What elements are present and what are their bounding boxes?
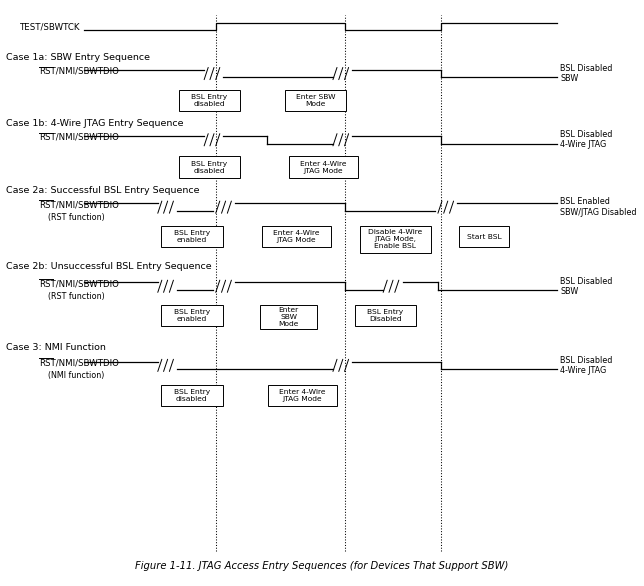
FancyBboxPatch shape xyxy=(268,385,337,406)
FancyBboxPatch shape xyxy=(285,90,346,111)
Text: BSL Disabled
4-Wire JTAG: BSL Disabled 4-Wire JTAG xyxy=(560,356,612,375)
FancyBboxPatch shape xyxy=(178,156,240,178)
Text: Disable 4-Wire
JTAG Mode,
Enable BSL: Disable 4-Wire JTAG Mode, Enable BSL xyxy=(368,229,422,249)
Text: (NMI function): (NMI function) xyxy=(48,372,105,380)
Text: Start BSL: Start BSL xyxy=(467,234,502,240)
Text: Enter 4-Wire
JTAG Mode: Enter 4-Wire JTAG Mode xyxy=(279,389,326,402)
Text: BSL Entry
disabled: BSL Entry disabled xyxy=(191,94,227,107)
Text: RST/NMI/SBWTDIO: RST/NMI/SBWTDIO xyxy=(39,133,118,142)
Text: BSL Entry
enabled: BSL Entry enabled xyxy=(174,309,210,322)
Text: BSL Enabled
SBW/JTAG Disabled: BSL Enabled SBW/JTAG Disabled xyxy=(560,197,637,217)
Text: Enter
SBW
Mode: Enter SBW Mode xyxy=(278,307,299,327)
Text: BSL Entry
disabled: BSL Entry disabled xyxy=(191,161,227,173)
Text: RST/NMI/SBWTDIO: RST/NMI/SBWTDIO xyxy=(39,67,118,76)
Text: Figure 1-11. JTAG Access Entry Sequences (for Devices That Support SBW): Figure 1-11. JTAG Access Entry Sequences… xyxy=(135,561,509,571)
FancyBboxPatch shape xyxy=(161,385,223,406)
FancyBboxPatch shape xyxy=(360,226,431,253)
FancyBboxPatch shape xyxy=(161,305,223,326)
Text: Case 1b: 4-Wire JTAG Entry Sequence: Case 1b: 4-Wire JTAG Entry Sequence xyxy=(6,119,184,128)
Text: Enter 4-Wire
JTAG Mode: Enter 4-Wire JTAG Mode xyxy=(273,230,319,243)
Text: RST/NMI/SBWTDIO: RST/NMI/SBWTDIO xyxy=(39,200,118,209)
Text: (RST function): (RST function) xyxy=(48,213,105,222)
Text: BSL Disabled
SBW: BSL Disabled SBW xyxy=(560,277,612,296)
Text: Case 2b: Unsuccessful BSL Entry Sequence: Case 2b: Unsuccessful BSL Entry Sequence xyxy=(6,263,212,271)
FancyBboxPatch shape xyxy=(354,305,416,326)
FancyBboxPatch shape xyxy=(289,156,358,178)
Text: (RST function): (RST function) xyxy=(48,292,105,301)
FancyBboxPatch shape xyxy=(260,305,317,329)
Text: BSL Entry
Disabled: BSL Entry Disabled xyxy=(367,309,403,322)
Text: BSL Disabled
4-Wire JTAG: BSL Disabled 4-Wire JTAG xyxy=(560,130,612,149)
Text: BSL Entry
disabled: BSL Entry disabled xyxy=(174,389,210,402)
Text: Case 2a: Successful BSL Entry Sequence: Case 2a: Successful BSL Entry Sequence xyxy=(6,186,200,195)
FancyBboxPatch shape xyxy=(161,226,223,247)
Text: Enter 4-Wire
JTAG Mode: Enter 4-Wire JTAG Mode xyxy=(300,161,346,173)
Text: RST/NMI/SBWTDIO: RST/NMI/SBWTDIO xyxy=(39,280,118,288)
Text: TEST/SBWTCK: TEST/SBWTCK xyxy=(20,22,80,31)
Text: RST/NMI/SBWTDIO: RST/NMI/SBWTDIO xyxy=(39,359,118,367)
FancyBboxPatch shape xyxy=(261,226,331,247)
FancyBboxPatch shape xyxy=(460,226,509,247)
Text: Enter SBW
Mode: Enter SBW Mode xyxy=(296,94,336,107)
Text: BSL Entry
enabled: BSL Entry enabled xyxy=(174,230,210,243)
Text: Case 3: NMI Function: Case 3: NMI Function xyxy=(6,343,106,352)
FancyBboxPatch shape xyxy=(178,90,240,111)
Text: Case 1a: SBW Entry Sequence: Case 1a: SBW Entry Sequence xyxy=(6,53,151,62)
Text: BSL Disabled
SBW: BSL Disabled SBW xyxy=(560,64,612,83)
